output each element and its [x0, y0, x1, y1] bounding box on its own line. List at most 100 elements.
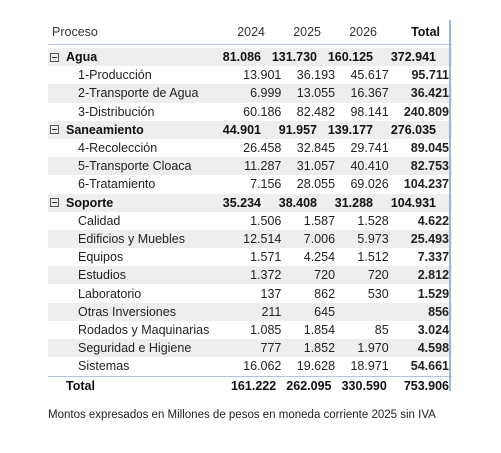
table-body: Agua 81.086 131.730 160.125 372.941 1-Producc… — [48, 48, 452, 375]
value-total: 7.337 — [417, 250, 450, 265]
value-2026: 40.410 — [350, 159, 389, 174]
value-total: 82.753 — [410, 159, 450, 174]
column-header-total[interactable]: Total — [411, 25, 440, 39]
collapse-minus-icon[interactable] — [50, 125, 59, 135]
grand-total-label: Total — [66, 379, 95, 394]
value-2025: 13.055 — [296, 86, 336, 101]
value-total: 1.529 — [417, 286, 450, 301]
value-2024: 6.999 — [250, 86, 282, 101]
value-total: 3.024 — [417, 322, 450, 337]
table-scroll-edge — [449, 20, 451, 391]
table-row: Seguridad e Higiene 777 1.852 1.970 4.598 — [48, 339, 452, 358]
value-total: 4.598 — [417, 341, 450, 356]
row-label-text: 2-Transporte de Agua — [78, 86, 199, 101]
value-2026: 69.026 — [350, 177, 389, 192]
table-row: Laboratorio 137 862 530 1.529 — [48, 284, 452, 302]
value-2024: 1.372 — [250, 268, 282, 283]
row-label-text: 1-Producción — [78, 68, 152, 83]
value-total: 95.711 — [411, 68, 450, 83]
value-total: 104.931 — [390, 195, 436, 210]
value-2026: 18.971 — [350, 359, 389, 374]
column-header-2025[interactable]: 2025 — [293, 25, 321, 39]
collapse-minus-icon[interactable] — [50, 52, 59, 62]
value-2024: 44.901 — [222, 122, 261, 137]
table-row: Calidad 1.506 1.587 1.528 4.622 — [48, 212, 452, 230]
row-label: Edificios y Muebles — [48, 232, 232, 246]
row-label: Seguridad e Higiene — [48, 341, 232, 355]
table-row: Edificios y Muebles 12.514 7.006 5.973 25.49… — [48, 229, 452, 249]
value-2024: 35.234 — [222, 195, 261, 210]
value-2026: 720 — [367, 268, 389, 283]
value-2026: 530 — [367, 286, 389, 301]
value-2025: 1.852 — [303, 341, 336, 356]
group-label-text: Agua — [66, 50, 98, 65]
value-2025: 4.254 — [303, 250, 336, 265]
grand-total-2025: 262.095 — [286, 379, 332, 394]
value-2025: 28.055 — [296, 177, 336, 192]
value-2024: 1.085 — [250, 322, 282, 337]
row-label-text: Estudios — [78, 268, 126, 283]
table-header: Proceso 2024 2025 2026 Total — [48, 20, 452, 45]
value-total: 2.812 — [417, 268, 450, 283]
value-2024: 1.506 — [250, 213, 282, 228]
value-2026: 1.512 — [357, 250, 389, 265]
row-label-text: 4-Recolección — [78, 141, 158, 156]
table-row: 1-Producción 13.901 36.193 45.617 95.711 — [48, 66, 452, 84]
column-header-2026[interactable]: 2026 — [349, 25, 377, 39]
value-2025: 1.587 — [303, 213, 336, 228]
group-label: Soporte — [48, 196, 209, 210]
row-label: 4-Recolección — [48, 141, 232, 155]
row-label-text: Calidad — [78, 213, 121, 228]
value-2026: 98.141 — [350, 104, 389, 119]
row-label: Rodados y Maquinarias — [48, 323, 232, 337]
group-label-text: Saneamiento — [66, 122, 144, 137]
value-2025: 1.854 — [303, 322, 336, 337]
row-label: Sistemas — [48, 359, 232, 373]
value-2025: 32.845 — [296, 141, 336, 156]
row-label-text: Laboratorio — [78, 286, 142, 301]
value-2026: 139.177 — [327, 122, 373, 137]
value-2024: 11.287 — [244, 159, 282, 174]
table-row: 3-Distribución 60.186 82.482 98.141 240.809 — [48, 103, 452, 121]
row-label: 3-Distribución — [48, 105, 232, 119]
value-total: 240.809 — [403, 104, 450, 119]
grand-total-2026: 330.590 — [341, 379, 387, 394]
row-label: 1-Producción — [48, 68, 232, 82]
value-total: 36.421 — [410, 86, 450, 101]
collapse-minus-icon[interactable] — [50, 198, 59, 208]
row-label: 6-Tratamiento — [48, 177, 232, 191]
row-label-text: Edificios y Muebles — [78, 231, 185, 246]
grand-total-value: 753.906 — [403, 379, 450, 394]
table-row: Rodados y Maquinarias 1.085 1.854 85 3.024 — [48, 321, 452, 339]
value-2024: 16.062 — [243, 359, 282, 374]
value-2024: 777 — [260, 341, 282, 356]
value-2024: 81.086 — [222, 50, 261, 65]
row-label-text: 5-Transporte Cloaca — [78, 159, 192, 174]
row-label-text: Sistemas — [78, 359, 130, 374]
value-total: 25.493 — [410, 231, 450, 246]
value-2025: 645 — [314, 304, 336, 319]
grand-total-2024: 161.222 — [230, 379, 277, 394]
value-2026: 85 — [374, 322, 389, 337]
group-row: Agua 81.086 131.730 160.125 372.941 — [48, 48, 452, 67]
column-header-2024[interactable]: 2024 — [237, 25, 265, 39]
value-2024: 12.514 — [243, 231, 282, 246]
row-label: 2-Transporte de Agua — [48, 86, 232, 100]
group-label-text: Soporte — [66, 195, 114, 210]
table-row: 2-Transporte de Agua 6.999 13.055 16.367 36.… — [48, 84, 452, 103]
column-header-proceso[interactable]: Proceso — [52, 25, 98, 39]
row-label-text: Seguridad e Higiene — [78, 341, 192, 356]
group-label: Saneamiento — [48, 123, 209, 137]
table-row: 5-Transporte Cloaca 11.287 31.057 40.410 82.… — [48, 157, 452, 176]
value-2025: 862 — [314, 286, 336, 301]
value-2026: 1.970 — [357, 341, 389, 356]
table-row: Otras Inversiones 211 645 856 — [48, 302, 452, 321]
value-total: 89.045 — [410, 141, 450, 156]
value-2024: 137 — [260, 286, 282, 301]
row-label: Calidad — [48, 214, 232, 228]
table-row: Sistemas 16.062 19.628 18.971 54.661 — [48, 357, 452, 375]
row-label-text: 3-Distribución — [78, 104, 155, 119]
value-2025: 36.193 — [296, 68, 336, 83]
value-2024: 7.156 — [250, 177, 282, 192]
value-total: 856 — [428, 304, 450, 319]
